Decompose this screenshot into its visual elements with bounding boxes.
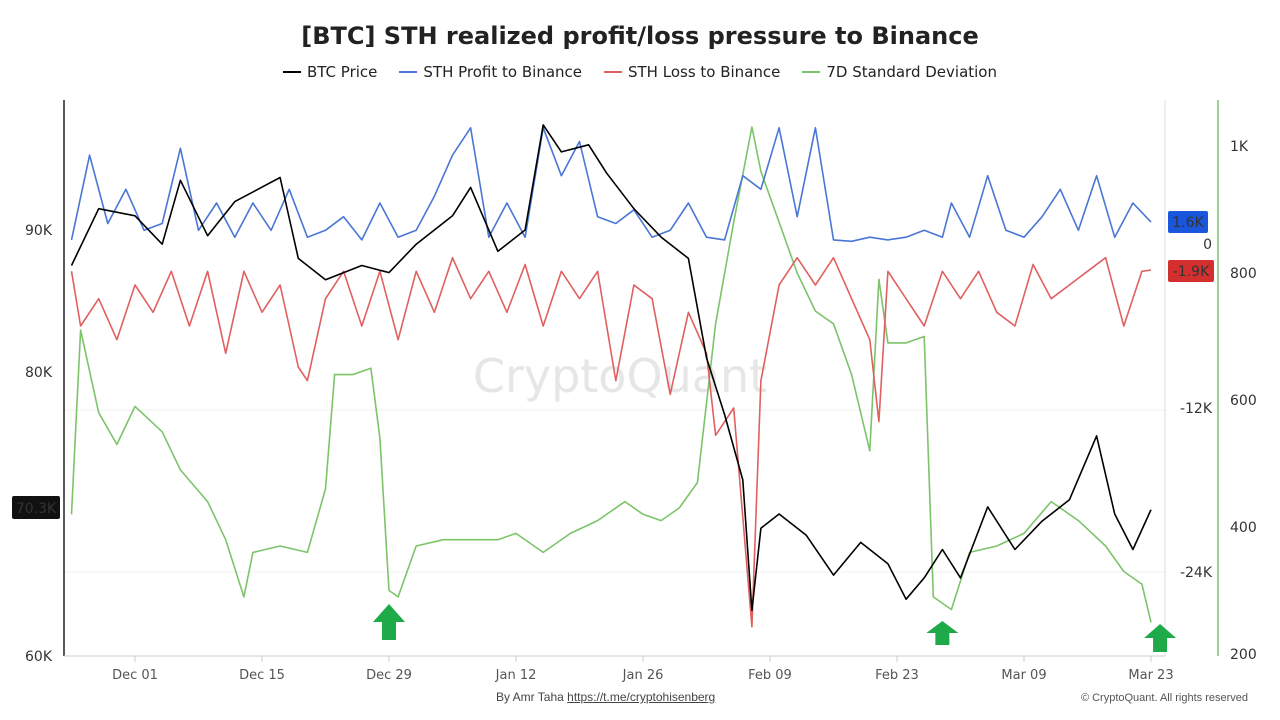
series-line-sth-profit-to-binance [70, 127, 1152, 243]
middle-tick-label: 0 [1203, 237, 1212, 253]
legend-item-sth-loss[interactable]: STH Loss to Binance [604, 63, 780, 81]
value-badge [1168, 211, 1208, 233]
legend-label: BTC Price [306, 63, 378, 81]
x-tick-label: Feb 09 [748, 668, 792, 683]
up-arrow-icon [1144, 624, 1177, 652]
value-badge-label: 1.6K [1172, 215, 1204, 231]
series-line-7d-standard-deviation [70, 126, 1152, 623]
author-link[interactable]: https://t.me/cryptohisenberg [567, 690, 716, 704]
legend-label: 7D Standard Deviation [826, 63, 997, 81]
left-tick-label: 80K [25, 365, 53, 381]
copyright: © CryptoQuant. All rights reserved [1080, 692, 1248, 704]
left-tick-label: 60K [25, 649, 53, 665]
right-tick-label: 1K [1230, 139, 1249, 155]
right-tick-label: 800 [1230, 266, 1257, 282]
right-tick-label: 600 [1230, 393, 1257, 409]
series-line-sth-loss-to-binance [70, 256, 1152, 628]
middle-tick-label: -12K [1180, 401, 1213, 417]
middle-tick-label: -24K [1180, 565, 1213, 581]
legend-item-btc-price[interactable]: BTC Price [282, 63, 378, 81]
legend-item-sth-profit[interactable]: STH Profit to Binance [399, 63, 582, 81]
x-tick-label: Feb 23 [875, 668, 919, 683]
legend-item-std-dev[interactable]: 7D Standard Deviation [802, 63, 997, 81]
x-tick-label: Jan 12 [495, 668, 537, 683]
chart-title: [BTC] STH realized profit/loss pressure … [301, 22, 979, 50]
legend-label: STH Loss to Binance [628, 63, 781, 81]
value-badge-label: -1.9K [1173, 264, 1210, 280]
x-tick-label: Mar 23 [1128, 668, 1173, 683]
left-tick-label: 90K [25, 223, 53, 239]
x-tick-label: Dec 01 [112, 668, 158, 683]
up-arrow-icon [373, 604, 405, 640]
x-tick-label: Dec 15 [239, 668, 285, 683]
right-tick-label: 400 [1230, 520, 1257, 536]
x-tick-label: Mar 09 [1001, 668, 1046, 683]
legend: BTC Price STH Profit to Binance STH Loss… [0, 63, 1280, 81]
price-badge-label: 70.3K [16, 501, 57, 517]
footer-credit: By Amr Taha https://t.me/cryptohisenberg [496, 690, 715, 704]
x-tick-label: Dec 29 [366, 668, 412, 683]
right-tick-label: 200 [1230, 647, 1257, 663]
value-badge [1168, 260, 1214, 282]
author: By Amr Taha [496, 690, 564, 704]
price-badge [12, 496, 60, 519]
x-tick-label: Jan 26 [622, 668, 664, 683]
series-line-btc-price [70, 124, 1152, 612]
legend-label: STH Profit to Binance [423, 63, 582, 81]
up-arrow-icon [926, 621, 959, 645]
